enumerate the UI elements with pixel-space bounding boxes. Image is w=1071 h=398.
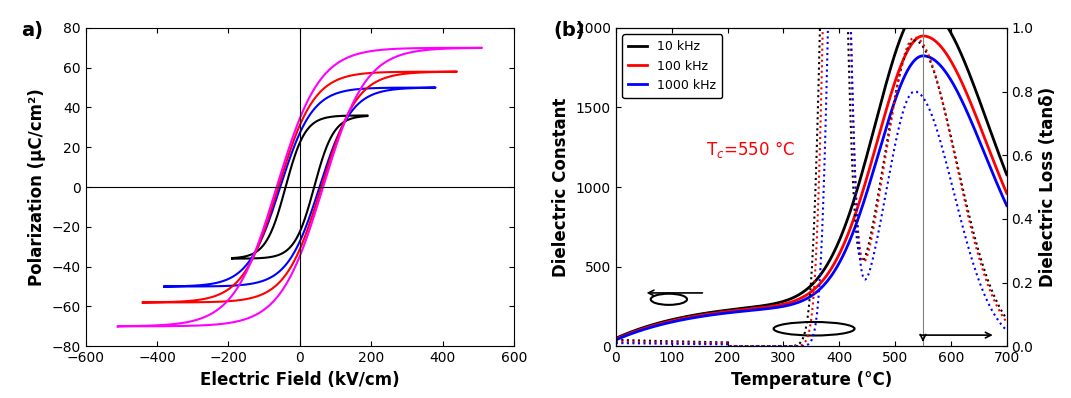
Y-axis label: Dielectric Loss (tanδ): Dielectric Loss (tanδ) (1039, 87, 1057, 287)
X-axis label: Electric Field (kV/cm): Electric Field (kV/cm) (200, 371, 399, 389)
Text: (b): (b) (554, 21, 585, 41)
Text: a): a) (21, 21, 44, 41)
Y-axis label: Polarization (μC/cm²): Polarization (μC/cm²) (28, 88, 46, 286)
Legend: 10 kHz, 100 kHz, 1000 kHz: 10 kHz, 100 kHz, 1000 kHz (622, 34, 722, 98)
Text: T$_c$=550 °C: T$_c$=550 °C (706, 139, 795, 160)
Y-axis label: Dielectric Constant: Dielectric Constant (553, 98, 570, 277)
X-axis label: Temperature (°C): Temperature (°C) (730, 371, 892, 389)
